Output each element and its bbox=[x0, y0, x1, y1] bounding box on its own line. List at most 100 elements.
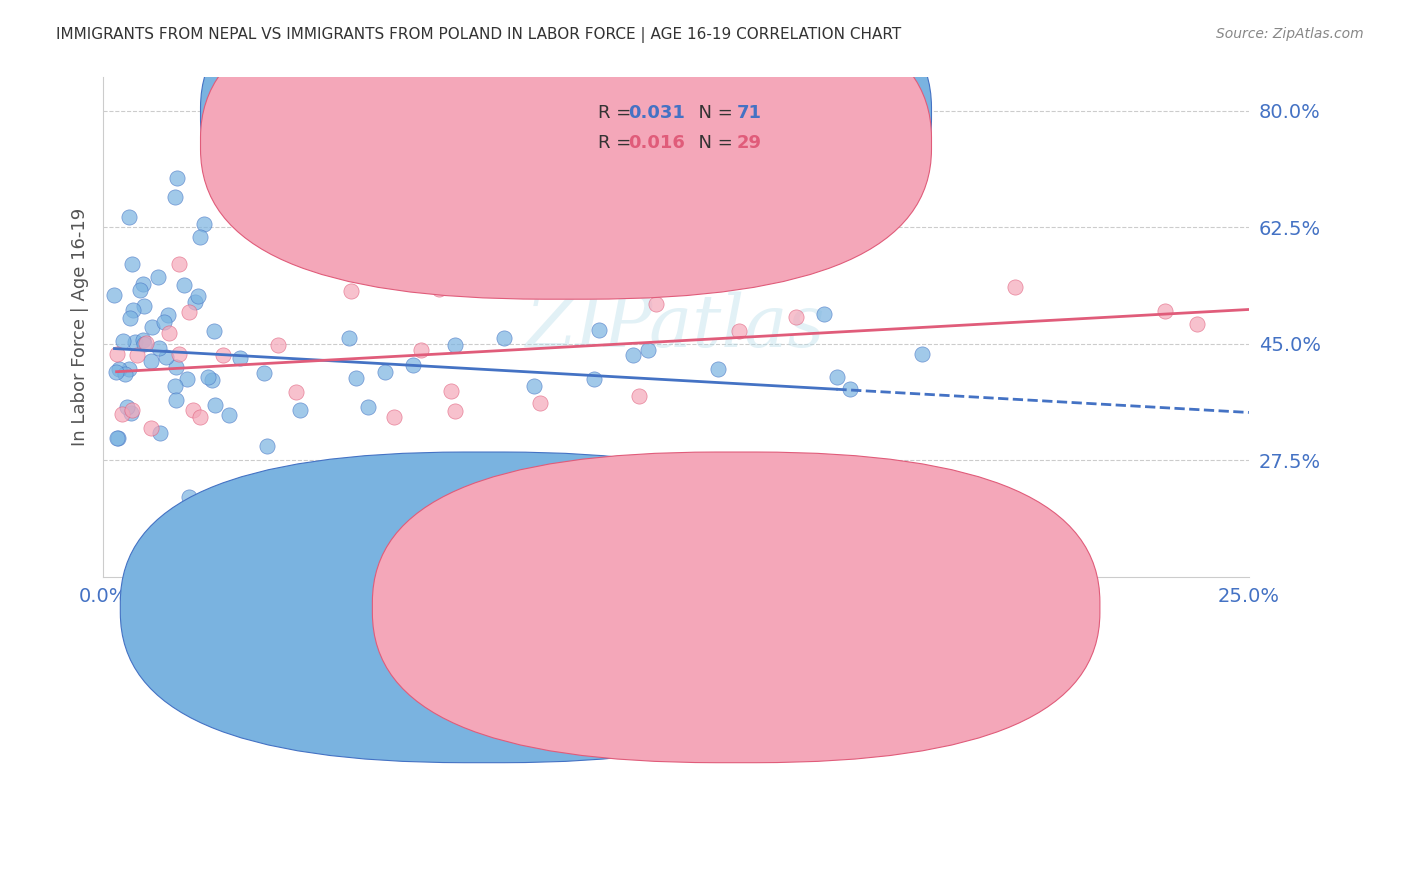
Point bbox=[1153, 303, 1175, 318]
Point bbox=[107, 431, 129, 445]
Point bbox=[111, 407, 134, 421]
Text: N =: N = bbox=[688, 104, 740, 122]
Point bbox=[115, 400, 138, 414]
Point bbox=[911, 347, 934, 361]
Point bbox=[523, 379, 546, 393]
Point bbox=[141, 319, 163, 334]
Point bbox=[128, 283, 150, 297]
Text: R =: R = bbox=[598, 104, 637, 122]
Point bbox=[153, 315, 176, 329]
Point bbox=[588, 323, 610, 337]
Point bbox=[218, 408, 240, 422]
Point bbox=[108, 362, 131, 376]
Point bbox=[204, 398, 226, 412]
Point bbox=[813, 306, 835, 320]
Point bbox=[529, 395, 551, 409]
Point bbox=[118, 362, 141, 376]
Point bbox=[212, 348, 235, 362]
Point bbox=[127, 348, 149, 362]
Point bbox=[1004, 280, 1026, 294]
Point bbox=[120, 311, 142, 326]
Point bbox=[124, 335, 146, 350]
Point bbox=[443, 338, 465, 352]
Point bbox=[120, 406, 142, 420]
Text: Immigrants from Nepal: Immigrants from Nepal bbox=[513, 599, 706, 616]
Point bbox=[139, 354, 162, 368]
Point bbox=[402, 359, 425, 373]
Text: IMMIGRANTS FROM NEPAL VS IMMIGRANTS FROM POLAND IN LABOR FORCE | AGE 16-19 CORRE: IMMIGRANTS FROM NEPAL VS IMMIGRANTS FROM… bbox=[56, 27, 901, 43]
Point bbox=[285, 491, 308, 506]
Point bbox=[444, 404, 467, 418]
Point bbox=[201, 373, 224, 387]
Point bbox=[165, 360, 187, 375]
Point bbox=[432, 457, 454, 471]
Point bbox=[339, 284, 361, 298]
Text: 71: 71 bbox=[737, 104, 762, 122]
Point bbox=[357, 400, 380, 414]
Point bbox=[122, 302, 145, 317]
Point bbox=[139, 421, 162, 435]
Point bbox=[637, 343, 659, 357]
Point bbox=[121, 403, 143, 417]
Point bbox=[184, 295, 207, 310]
Point bbox=[173, 277, 195, 292]
Text: 29: 29 bbox=[737, 135, 762, 153]
Point bbox=[105, 431, 128, 445]
Text: R =: R = bbox=[598, 135, 637, 153]
Point bbox=[177, 305, 200, 319]
Text: Immigrants from Poland: Immigrants from Poland bbox=[765, 599, 966, 616]
Point bbox=[253, 366, 276, 380]
Point bbox=[186, 289, 208, 303]
Point bbox=[583, 371, 606, 385]
Point bbox=[121, 257, 143, 271]
Point bbox=[157, 326, 180, 340]
Point bbox=[188, 230, 211, 244]
Point bbox=[785, 310, 807, 324]
Point bbox=[167, 346, 190, 360]
Point bbox=[176, 372, 198, 386]
Text: 0.031: 0.031 bbox=[628, 104, 685, 122]
Point bbox=[492, 331, 515, 345]
FancyBboxPatch shape bbox=[201, 0, 932, 299]
Point bbox=[114, 368, 136, 382]
Point bbox=[229, 351, 252, 366]
Point bbox=[163, 379, 186, 393]
Point bbox=[134, 337, 156, 351]
Point bbox=[256, 439, 278, 453]
FancyBboxPatch shape bbox=[201, 0, 932, 269]
Point bbox=[707, 361, 730, 376]
Text: Source: ZipAtlas.com: Source: ZipAtlas.com bbox=[1216, 27, 1364, 41]
Point bbox=[118, 211, 141, 225]
Point bbox=[409, 343, 432, 357]
Point bbox=[105, 347, 128, 361]
Point bbox=[155, 350, 177, 364]
Point bbox=[628, 389, 651, 403]
Point bbox=[727, 324, 749, 338]
Point bbox=[202, 324, 225, 338]
Text: ZIPatlas: ZIPatlas bbox=[526, 292, 825, 362]
Point bbox=[167, 257, 190, 271]
Point bbox=[146, 270, 169, 285]
Point bbox=[148, 342, 170, 356]
Point bbox=[201, 497, 224, 511]
Point bbox=[266, 338, 288, 352]
Point bbox=[132, 333, 155, 347]
Text: 0.016: 0.016 bbox=[628, 135, 685, 153]
Point bbox=[288, 403, 311, 417]
Point bbox=[132, 277, 155, 291]
Point bbox=[827, 369, 849, 384]
Point bbox=[149, 426, 172, 441]
Point bbox=[439, 476, 461, 491]
Point bbox=[135, 336, 157, 351]
Point bbox=[621, 348, 644, 362]
Point bbox=[103, 288, 125, 302]
Point bbox=[134, 299, 156, 313]
FancyBboxPatch shape bbox=[373, 452, 1099, 763]
Point bbox=[165, 190, 187, 204]
Point bbox=[193, 217, 215, 231]
Point bbox=[181, 403, 204, 417]
Point bbox=[104, 365, 127, 379]
Point bbox=[165, 392, 187, 407]
Text: N =: N = bbox=[688, 135, 740, 153]
Y-axis label: In Labor Force | Age 16-19: In Labor Force | Age 16-19 bbox=[72, 208, 89, 446]
